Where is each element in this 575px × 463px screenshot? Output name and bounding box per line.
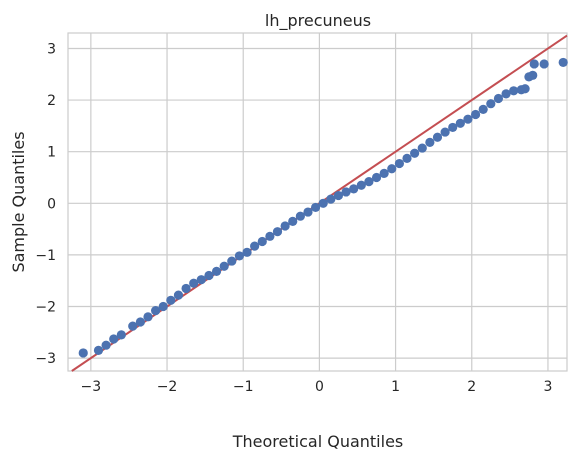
data-point <box>402 153 412 163</box>
data-point <box>341 187 351 197</box>
x-tick-label: −3 <box>81 379 102 395</box>
data-point <box>486 99 496 109</box>
data-point <box>417 143 427 153</box>
x-tick-label: 3 <box>543 379 552 395</box>
y-tick-label: 0 <box>47 196 56 212</box>
data-point <box>509 86 519 96</box>
y-tick-label: 1 <box>47 145 56 161</box>
data-point <box>463 114 473 124</box>
data-point <box>356 180 366 190</box>
data-point <box>227 256 237 266</box>
y-tick-label: −3 <box>35 351 56 367</box>
data-point <box>196 275 206 285</box>
data-point <box>303 207 313 217</box>
chart-title: lh_precuneus <box>265 11 371 31</box>
data-point <box>128 321 138 331</box>
grid <box>68 33 567 371</box>
data-point <box>189 278 199 288</box>
data-point <box>470 109 481 120</box>
data-point <box>211 266 222 277</box>
data-point <box>272 227 283 237</box>
y-tick-labels: −3 −2 −1 0 1 2 3 <box>35 41 56 367</box>
x-tick-labels: −3 −2 −1 0 1 2 3 <box>81 379 553 395</box>
data-point <box>204 270 214 281</box>
data-point <box>558 57 568 68</box>
data-point <box>166 295 176 305</box>
x-tick-label: −2 <box>157 379 178 395</box>
x-tick-label: −1 <box>233 379 254 395</box>
data-point <box>288 216 298 226</box>
y-tick-label: 3 <box>47 41 56 57</box>
data-point <box>326 194 336 204</box>
y-axis-label: Sample Quantiles <box>9 131 28 272</box>
data-point <box>151 306 161 316</box>
data-point <box>250 241 260 251</box>
data-point <box>455 118 465 128</box>
data-point <box>501 89 511 99</box>
data-point <box>387 164 397 174</box>
data-point <box>379 168 389 178</box>
data-point <box>135 317 145 327</box>
data-point <box>173 290 184 300</box>
data-point <box>158 301 168 312</box>
data-point <box>280 221 290 231</box>
data-point <box>310 202 321 213</box>
x-tick-label: 2 <box>467 379 476 395</box>
x-axis-label: Theoretical Quantiles <box>232 432 404 451</box>
data-point <box>333 190 344 201</box>
data-point <box>394 158 404 169</box>
data-point <box>109 334 119 344</box>
data-point <box>539 59 549 69</box>
data-point <box>181 283 191 294</box>
x-tick-label: 0 <box>315 379 324 395</box>
data-point <box>219 261 229 271</box>
data-point <box>364 177 374 187</box>
data-point <box>493 93 504 104</box>
data-point <box>520 84 530 94</box>
data-point <box>529 59 539 69</box>
data-point <box>143 312 153 322</box>
data-point <box>349 184 359 194</box>
data-point <box>257 236 267 247</box>
data-point <box>265 231 275 241</box>
data-point <box>371 172 382 183</box>
data-point <box>478 104 488 114</box>
data-point <box>295 211 305 221</box>
data-point <box>234 251 245 261</box>
data-point <box>116 330 126 340</box>
data-point <box>410 148 420 158</box>
data-point <box>425 137 435 147</box>
data-point <box>78 348 88 358</box>
data-point <box>242 247 252 257</box>
y-tick-label: 2 <box>47 93 56 109</box>
y-tick-label: −2 <box>35 299 56 315</box>
data-point <box>318 198 328 208</box>
data-point <box>528 70 538 80</box>
plot-frame <box>67 32 568 372</box>
x-tick-label: 1 <box>391 379 400 395</box>
data-point <box>440 127 450 137</box>
data-point <box>93 345 104 355</box>
y-tick-label: −1 <box>35 248 56 264</box>
data-point <box>101 340 111 350</box>
data-point <box>432 132 443 142</box>
data-point <box>448 122 458 133</box>
data-points <box>78 57 568 358</box>
